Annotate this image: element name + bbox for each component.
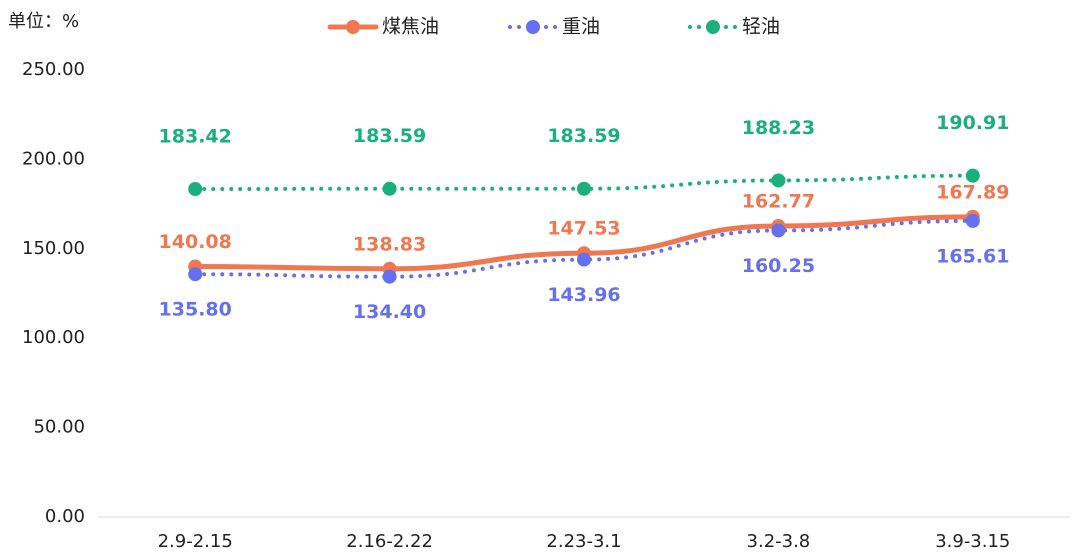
value-label: 140.08 bbox=[159, 231, 232, 253]
point bbox=[577, 252, 591, 267]
legend-label: 重油 bbox=[562, 16, 600, 38]
series-line bbox=[193, 173, 975, 192]
value-label: 183.59 bbox=[547, 125, 620, 147]
y-tick-label: 0.00 bbox=[45, 506, 85, 527]
value-label: 160.25 bbox=[742, 255, 815, 277]
legend-marker bbox=[526, 20, 540, 34]
value-label: 162.77 bbox=[742, 190, 815, 212]
y-tick-label: 100.00 bbox=[22, 327, 85, 348]
y-tick-label: 150.00 bbox=[22, 238, 85, 259]
unit-label: 单位：% bbox=[8, 11, 79, 32]
x-tick-label: 2.23-3.1 bbox=[546, 531, 621, 552]
value-label: 183.42 bbox=[159, 126, 232, 148]
point bbox=[382, 269, 397, 284]
value-label: 188.23 bbox=[742, 117, 815, 139]
point bbox=[771, 223, 786, 238]
legend-label: 轻油 bbox=[742, 16, 780, 38]
value-label: 190.91 bbox=[936, 112, 1009, 134]
legend-marker bbox=[346, 20, 360, 34]
value-label: 143.96 bbox=[547, 284, 620, 306]
x-tick-label: 2.16-2.22 bbox=[346, 531, 433, 552]
y-tick-label: 50.00 bbox=[33, 417, 85, 438]
point bbox=[771, 173, 786, 188]
point bbox=[382, 181, 397, 196]
x-tick-label: 3.9-3.15 bbox=[935, 531, 1010, 552]
point bbox=[188, 182, 203, 197]
legend-marker bbox=[706, 20, 720, 34]
value-label: 167.89 bbox=[936, 181, 1009, 203]
series-line bbox=[193, 218, 975, 279]
value-label: 134.40 bbox=[353, 301, 426, 323]
value-label: 135.80 bbox=[159, 299, 232, 321]
value-label: 183.59 bbox=[353, 125, 426, 147]
point bbox=[965, 213, 980, 228]
x-tick-label: 3.2-3.8 bbox=[747, 531, 811, 552]
value-label: 147.53 bbox=[547, 218, 620, 240]
point bbox=[965, 168, 980, 183]
x-tick-label: 2.9-2.15 bbox=[158, 531, 233, 552]
legend-label: 煤焦油 bbox=[382, 16, 439, 38]
y-tick-label: 200.00 bbox=[22, 148, 85, 169]
value-label: 165.61 bbox=[936, 245, 1009, 267]
point bbox=[188, 267, 203, 282]
point bbox=[577, 181, 591, 196]
y-tick-label: 250.00 bbox=[22, 59, 85, 80]
value-label: 138.83 bbox=[353, 233, 426, 255]
